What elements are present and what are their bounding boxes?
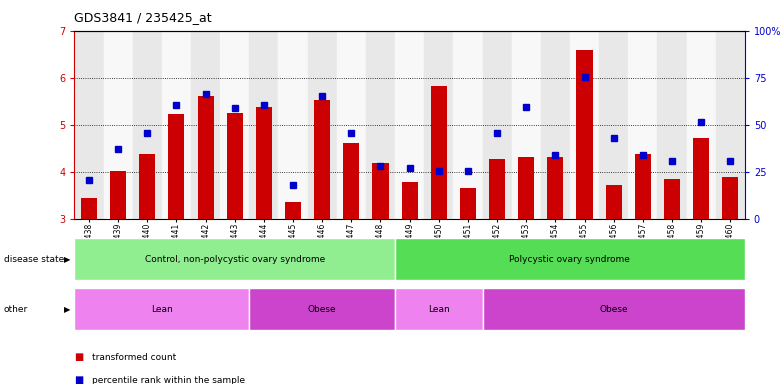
Bar (169, 114, 184, 219)
Text: ■: ■ (74, 352, 84, 362)
Text: ▶: ▶ (64, 255, 71, 264)
Bar (687, 31, 716, 219)
Bar (576, 50, 593, 219)
Bar (599, 31, 628, 219)
Bar (372, 163, 389, 219)
Bar (401, 182, 418, 219)
Bar (628, 31, 657, 219)
Bar (220, 31, 249, 219)
Bar (635, 154, 651, 219)
Text: disease state: disease state (4, 255, 64, 264)
Text: ■: ■ (74, 375, 84, 384)
Bar (605, 185, 622, 219)
Bar (547, 157, 564, 219)
Text: Control, non-polycystic ovary syndrome: Control, non-polycystic ovary syndrome (145, 255, 325, 264)
Bar (191, 31, 220, 219)
Bar (249, 31, 278, 219)
Text: Lean: Lean (428, 305, 450, 314)
Bar (307, 31, 337, 219)
Bar (395, 31, 424, 219)
Bar (512, 31, 541, 219)
Bar (314, 100, 330, 219)
Bar (453, 31, 482, 219)
Bar (103, 31, 132, 219)
Bar (693, 138, 709, 219)
Bar (343, 143, 359, 219)
Text: other: other (4, 305, 28, 314)
Bar (74, 31, 103, 219)
Text: Polycystic ovary syndrome: Polycystic ovary syndrome (510, 255, 630, 264)
Bar (482, 31, 512, 219)
Bar (337, 31, 366, 219)
Text: Lean: Lean (151, 305, 172, 314)
Bar (285, 202, 301, 219)
Bar (278, 31, 307, 219)
Bar (111, 171, 126, 219)
Bar (570, 31, 599, 219)
Bar (541, 31, 570, 219)
Bar (518, 157, 534, 219)
Bar (424, 31, 453, 219)
Bar (227, 113, 243, 219)
Bar (489, 159, 505, 219)
Bar (664, 179, 680, 219)
Bar (460, 188, 476, 219)
Bar (140, 154, 155, 219)
Text: percentile rank within the sample: percentile rank within the sample (92, 376, 245, 384)
Bar (132, 31, 162, 219)
Bar (657, 31, 687, 219)
Text: transformed count: transformed count (92, 353, 176, 362)
Bar (366, 31, 395, 219)
Bar (162, 31, 191, 219)
Text: Obese: Obese (308, 305, 336, 314)
Text: ▶: ▶ (64, 305, 71, 314)
Bar (198, 96, 214, 219)
Bar (716, 31, 745, 219)
Bar (256, 107, 272, 219)
Bar (430, 86, 447, 219)
Text: Obese: Obese (599, 305, 628, 314)
Text: GDS3841 / 235425_at: GDS3841 / 235425_at (74, 12, 212, 25)
Bar (722, 177, 739, 219)
Bar (81, 198, 97, 219)
